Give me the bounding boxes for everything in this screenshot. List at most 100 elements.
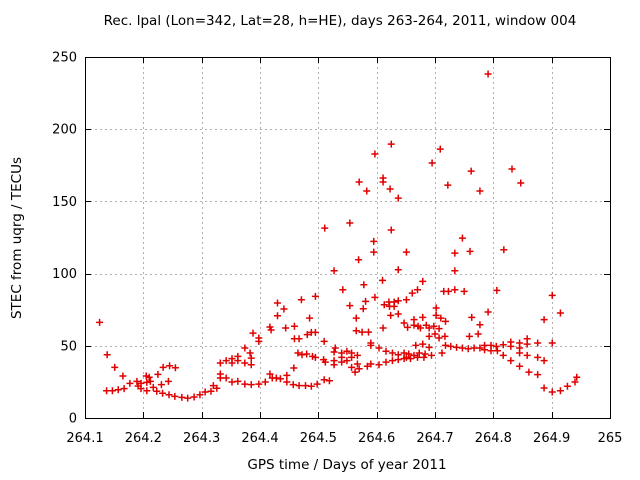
data-point xyxy=(375,344,383,352)
data-point xyxy=(353,351,361,359)
data-point xyxy=(159,389,167,397)
data-point xyxy=(196,391,204,399)
data-point xyxy=(331,344,339,352)
data-point xyxy=(414,286,421,294)
data-point xyxy=(367,360,375,368)
data-point xyxy=(394,266,402,274)
data-point xyxy=(465,332,473,340)
data-point xyxy=(307,382,315,390)
data-point xyxy=(371,150,379,158)
data-point xyxy=(499,341,507,349)
data-point xyxy=(359,305,367,313)
y-tick-label: 50 xyxy=(60,339,77,354)
data-point xyxy=(487,347,495,355)
data-point xyxy=(387,226,395,234)
data-point xyxy=(493,347,501,355)
data-point xyxy=(283,378,291,386)
data-point xyxy=(556,309,564,317)
y-tick-label: 150 xyxy=(52,195,77,210)
data-point xyxy=(274,299,281,307)
data-point xyxy=(216,359,224,367)
data-point xyxy=(534,371,542,379)
data-point xyxy=(325,377,333,385)
data-point xyxy=(375,361,383,369)
x-tick-label: 264.6 xyxy=(358,431,395,446)
data-point xyxy=(282,324,290,332)
data-point xyxy=(534,339,542,347)
data-point xyxy=(425,332,433,340)
data-point xyxy=(355,178,363,186)
data-point xyxy=(442,341,449,349)
x-tick-label: 264.8 xyxy=(475,431,512,446)
data-point xyxy=(516,349,524,357)
data-point xyxy=(507,357,515,365)
data-point xyxy=(438,349,446,357)
data-point xyxy=(492,342,500,350)
y-tick-label: 200 xyxy=(52,123,77,138)
data-point xyxy=(523,351,531,359)
data-point xyxy=(379,276,386,284)
data-point xyxy=(295,335,303,343)
data-point xyxy=(431,330,439,338)
data-point xyxy=(146,377,154,385)
data-point xyxy=(358,328,366,336)
data-point xyxy=(255,337,263,345)
data-point xyxy=(320,376,328,384)
data-point xyxy=(255,380,263,388)
x-tick-label: 264.9 xyxy=(533,431,570,446)
data-point xyxy=(311,328,319,336)
data-point xyxy=(249,329,257,337)
data-point xyxy=(165,391,173,399)
data-point xyxy=(352,327,360,335)
data-point xyxy=(540,316,548,324)
data-point xyxy=(222,357,230,365)
data-point xyxy=(351,368,359,376)
data-point xyxy=(338,358,346,366)
x-tick-label: 265 xyxy=(598,431,623,446)
data-point xyxy=(468,313,476,321)
data-point xyxy=(421,350,429,358)
data-points xyxy=(96,70,581,402)
data-point xyxy=(360,281,368,289)
data-point xyxy=(414,353,421,361)
data-point xyxy=(386,185,394,193)
data-point xyxy=(416,324,424,332)
data-point xyxy=(548,339,556,347)
data-point xyxy=(507,342,515,350)
data-point xyxy=(388,349,396,357)
data-point xyxy=(103,351,111,359)
data-point xyxy=(466,247,474,255)
data-point xyxy=(348,363,356,371)
data-point xyxy=(379,324,387,332)
data-point xyxy=(153,387,161,395)
data-point xyxy=(428,351,435,359)
data-point xyxy=(321,358,329,366)
data-point xyxy=(184,394,192,402)
data-point xyxy=(352,314,360,322)
data-point xyxy=(363,362,371,370)
data-point xyxy=(313,380,321,388)
data-point xyxy=(126,379,134,387)
data-point xyxy=(523,340,531,348)
data-point xyxy=(540,384,548,392)
data-point xyxy=(343,347,351,355)
data-point xyxy=(451,267,459,275)
data-point xyxy=(415,349,423,357)
data-point xyxy=(143,378,151,386)
data-point xyxy=(371,293,379,301)
data-point xyxy=(367,341,375,349)
data-point xyxy=(166,362,174,370)
data-point xyxy=(346,302,354,310)
data-point xyxy=(517,179,525,187)
gridlines xyxy=(85,57,610,418)
data-point xyxy=(330,267,338,275)
data-point xyxy=(297,296,305,304)
data-point xyxy=(303,331,311,339)
data-point xyxy=(137,379,145,387)
data-point xyxy=(355,365,363,373)
data-point xyxy=(355,256,363,264)
data-point xyxy=(476,187,484,195)
data-point xyxy=(321,224,329,232)
data-point xyxy=(295,382,303,390)
